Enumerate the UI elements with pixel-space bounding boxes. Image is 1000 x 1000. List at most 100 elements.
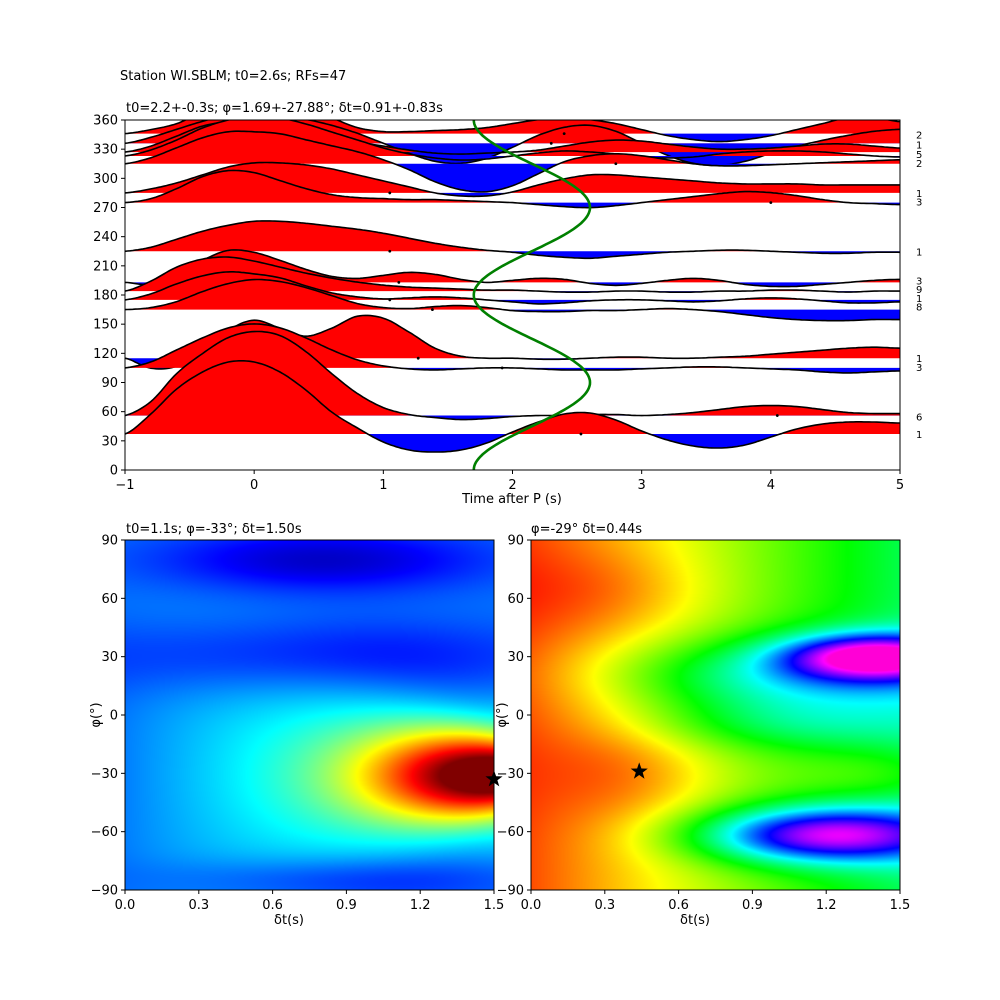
best-fit-star-icon bbox=[485, 770, 503, 787]
rf-panel-title: t0=2.2+-0.3s; φ=1.69+-27.88°; δt=0.91+-0… bbox=[126, 101, 443, 116]
rf-trace-line bbox=[125, 314, 900, 370]
rf-xtick-label: 5 bbox=[896, 478, 904, 493]
grid-search-left-xlabel: δt(s) bbox=[274, 913, 304, 928]
rf-count-label: 1 bbox=[916, 140, 922, 151]
heatmap-ytick-label: 0 bbox=[516, 709, 524, 724]
heatmap-xtick-label: 0.9 bbox=[742, 898, 763, 913]
rf-count-label: 1 bbox=[916, 247, 922, 258]
rf-pick-dot bbox=[416, 356, 420, 360]
rf-xtick-label: 0 bbox=[250, 478, 258, 493]
rf-ytick-label: 120 bbox=[93, 347, 118, 362]
rf-ytick-label: 270 bbox=[93, 201, 118, 216]
rf-trace-positive-fill bbox=[125, 323, 900, 368]
heatmap-xtick-label: 0.9 bbox=[336, 898, 357, 913]
heatmap-ytick-label: 60 bbox=[101, 592, 118, 607]
heatmap-ytick-label: 30 bbox=[507, 650, 524, 665]
rf-pick-dot bbox=[431, 308, 434, 311]
rf-ytick-label: 300 bbox=[93, 172, 118, 187]
rf-ytick-label: 180 bbox=[93, 289, 118, 304]
heatmap-ytick-label: 0 bbox=[110, 709, 118, 724]
rf-trace-positive-fill bbox=[125, 131, 900, 164]
rf-count-label: 6 bbox=[916, 413, 922, 424]
rf-count-label: 3 bbox=[916, 363, 922, 374]
heatmap-ytick-label: −90 bbox=[91, 884, 118, 899]
rf-trace-line bbox=[125, 220, 900, 260]
rf-ytick-label: 60 bbox=[101, 405, 118, 420]
rf-count-label: 3 bbox=[916, 198, 922, 209]
rf-pick-dot bbox=[579, 432, 583, 436]
rf-trace-positive-fill bbox=[125, 170, 900, 203]
rf-trace-positive-fill bbox=[125, 331, 900, 416]
heatmap-xtick-label: 1.5 bbox=[484, 898, 505, 913]
rf-xtick-label: 4 bbox=[767, 478, 775, 493]
heatmap-xtick-label: 1.2 bbox=[410, 898, 431, 913]
rf-ytick-label: 0 bbox=[110, 464, 118, 479]
rf-trace-positive-fill bbox=[125, 249, 900, 283]
heatmap-ytick-label: 30 bbox=[101, 650, 118, 665]
heatmap-xtick-label: 1.2 bbox=[816, 898, 837, 913]
rf-ytick-label: 210 bbox=[93, 259, 118, 274]
rf-trace-negative-fill bbox=[125, 282, 900, 287]
rf-trace-negative-fill bbox=[125, 133, 900, 142]
grid-search-left-panel: t0=1.1s; φ=-33°; δt=1.50s 0.0 0.3 0.6 0.9 1.… bbox=[89, 522, 504, 928]
rf-pick-dot bbox=[397, 280, 401, 284]
rf-pick-dot bbox=[562, 132, 566, 136]
rf-trace-line bbox=[125, 249, 900, 288]
heatmap-ytick-label: 90 bbox=[101, 534, 118, 549]
rf-trace-negative-fill bbox=[125, 367, 900, 373]
rf-trace-line bbox=[125, 323, 900, 374]
figure-title: Station WI.SBLM; t0=2.6s; RFs=47 bbox=[120, 69, 346, 84]
rf-count-label: 5 bbox=[916, 150, 922, 161]
rf-ytick-label: 90 bbox=[101, 376, 118, 391]
heatmap-xtick-label: 0.0 bbox=[115, 898, 136, 913]
heatmap-ytick-label: −60 bbox=[91, 825, 118, 840]
heatmap-xtick-label: 0.3 bbox=[188, 898, 209, 913]
rf-pick-dot bbox=[388, 249, 392, 253]
rf-count-label: 1 bbox=[916, 430, 922, 441]
heatmap-xtick-label: 0.0 bbox=[521, 898, 542, 913]
rf-panel: t0=2.2+-0.3s; φ=1.69+-27.88°; δt=0.91+-0… bbox=[93, 101, 922, 507]
rf-trace-negative-fill bbox=[125, 163, 900, 192]
heatmap-ytick-label: −90 bbox=[497, 884, 524, 899]
rf-trace-line bbox=[125, 278, 900, 322]
rf-trace-line bbox=[125, 271, 900, 305]
rf-ytick-label: 150 bbox=[93, 318, 118, 333]
rf-pick-dot bbox=[769, 201, 773, 205]
rf-xtick-label: 1 bbox=[379, 478, 387, 493]
rf-trace-negative-fill bbox=[125, 309, 900, 321]
heatmap-xtick-label: 0.6 bbox=[262, 898, 283, 913]
rf-trace-positive-fill bbox=[125, 220, 900, 252]
rf-trace-line bbox=[125, 256, 900, 293]
rf-panel-xlabel: Time after P (s) bbox=[461, 492, 562, 507]
heatmap-ytick-label: 90 bbox=[507, 534, 524, 549]
rf-trace-line bbox=[125, 161, 900, 198]
rf-count-label: 9 bbox=[916, 285, 922, 296]
rf-pick-dot bbox=[388, 191, 392, 195]
heatmap-ytick-label: −60 bbox=[497, 825, 524, 840]
rf-ytick-label: 240 bbox=[93, 230, 118, 245]
grid-search-left-ylabel: φ(°) bbox=[89, 702, 104, 727]
rf-trace-positive-fill bbox=[125, 257, 900, 292]
grid-search-left-title: t0=1.1s; φ=-33°; δt=1.50s bbox=[126, 522, 302, 537]
grid-search-right-panel: φ=-29° δt=0.44s 0.0 0.3 0.6 0.9 1.2 1.5 −90 −60… bbox=[495, 522, 910, 928]
rf-ytick-label: 330 bbox=[93, 143, 118, 158]
rf-pick-dot bbox=[614, 162, 618, 166]
rf-count-label: 2 bbox=[916, 131, 922, 142]
best-fit-star-icon bbox=[630, 762, 648, 779]
rf-count-label: 1 bbox=[916, 354, 922, 365]
heatmap-ytick-label: 60 bbox=[507, 592, 524, 607]
grid-search-right-ylabel: φ(°) bbox=[495, 702, 510, 727]
rf-xtick-label: −1 bbox=[115, 478, 134, 493]
grid-search-right-title: φ=-29° δt=0.44s bbox=[531, 522, 642, 537]
heatmap-ytick-label: −30 bbox=[497, 767, 524, 782]
heatmap-xtick-label: 1.5 bbox=[890, 898, 911, 913]
rf-count-label: 1 bbox=[916, 294, 922, 305]
rf-trace-line bbox=[125, 120, 900, 161]
rf-count-label: 1 bbox=[916, 189, 922, 200]
heatmap-xtick-label: 0.3 bbox=[594, 898, 615, 913]
rf-pick-dot bbox=[500, 366, 504, 370]
rf-ytick-label: 30 bbox=[101, 434, 118, 449]
rf-trace-line bbox=[125, 360, 900, 453]
rf-trace-line bbox=[125, 330, 900, 421]
